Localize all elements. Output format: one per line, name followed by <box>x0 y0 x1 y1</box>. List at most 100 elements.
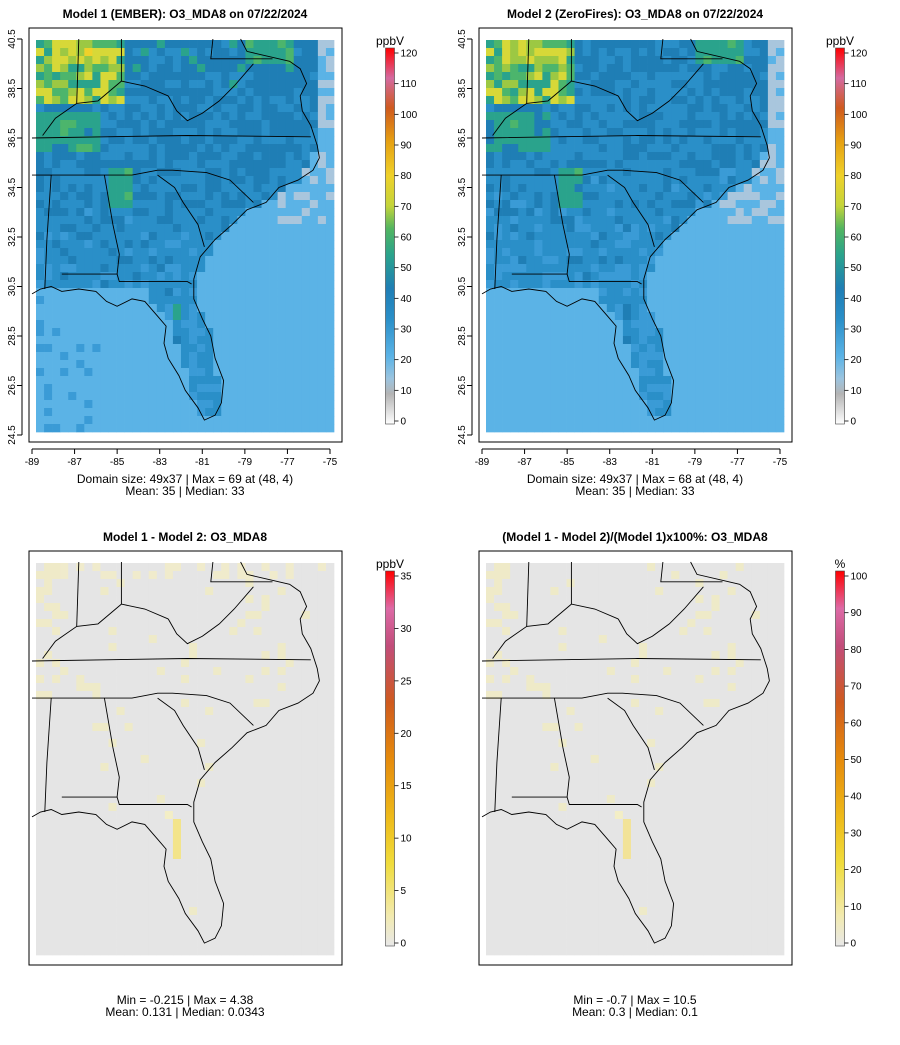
heatmap-cell <box>574 312 583 321</box>
heatmap-cell <box>767 192 777 201</box>
heatmap-cell <box>759 408 769 417</box>
heatmap-cell <box>172 376 182 385</box>
heatmap-cell <box>526 296 535 305</box>
heatmap-cell <box>510 40 519 49</box>
heatmap-cell <box>140 400 150 409</box>
heatmap-cell <box>245 595 254 604</box>
heatmap-cell <box>679 216 688 225</box>
heatmap-cell <box>550 384 559 393</box>
heatmap-cell <box>325 168 335 177</box>
heatmap-cell <box>140 360 150 369</box>
heatmap-cell <box>84 408 93 417</box>
heatmap-cell <box>68 168 77 177</box>
heatmap-cell <box>237 771 246 780</box>
heatmap-cell <box>84 280 93 289</box>
heatmap-cell <box>655 152 664 161</box>
heatmap-cell <box>606 136 616 145</box>
heatmap-cell <box>751 408 761 417</box>
heatmap-cell <box>671 80 680 89</box>
heatmap-cell <box>269 683 278 692</box>
heatmap-cell <box>261 200 270 209</box>
heatmap-cell <box>711 312 720 321</box>
heatmap-cell <box>301 272 311 281</box>
heatmap-cell <box>68 667 77 676</box>
heatmap-cell <box>237 320 246 329</box>
heatmap-cell <box>285 683 295 692</box>
heatmap-cell <box>679 160 688 169</box>
heatmap-cell <box>687 344 696 353</box>
heatmap-cell <box>60 803 69 812</box>
heatmap-cell <box>180 376 190 385</box>
heatmap-cell <box>542 200 551 209</box>
heatmap-cell <box>164 104 174 113</box>
heatmap-cell <box>124 619 133 628</box>
heatmap-cell <box>317 232 327 241</box>
heatmap-cell <box>317 312 327 321</box>
heatmap-cell <box>775 264 785 273</box>
heatmap-cell <box>566 312 575 321</box>
heatmap-cell <box>92 739 101 748</box>
heatmap-cell <box>293 224 303 233</box>
heatmap-cell <box>309 328 319 337</box>
heatmap-cell <box>172 304 182 313</box>
heatmap-cell <box>727 80 737 89</box>
heatmap-cell <box>526 288 535 297</box>
heatmap-cell <box>189 168 198 177</box>
heatmap-cell <box>213 88 222 97</box>
heatmap-cell <box>663 264 672 273</box>
heatmap-cell <box>301 755 311 764</box>
heatmap-cell <box>486 96 495 105</box>
heatmap-cell <box>566 64 575 73</box>
heatmap-cell <box>205 563 214 572</box>
heatmap-cell <box>52 803 61 812</box>
heatmap-cell <box>100 739 109 748</box>
heatmap-cell <box>84 731 93 740</box>
heatmap-cell <box>606 256 616 265</box>
heatmap-cell <box>76 168 85 177</box>
heatmap-cell <box>285 320 295 329</box>
heatmap-cell <box>711 216 720 225</box>
heatmap-cell <box>735 400 745 409</box>
heatmap-cell <box>574 208 583 217</box>
heatmap-cell <box>775 208 785 217</box>
heatmap-cell <box>60 96 69 105</box>
heatmap-cell <box>205 352 214 361</box>
heatmap-cell <box>550 152 559 161</box>
heatmap-cell <box>52 667 61 676</box>
heatmap-cell <box>245 827 254 836</box>
heatmap-cell <box>84 184 93 193</box>
heatmap-cell <box>630 152 640 161</box>
heatmap-cell <box>301 787 311 796</box>
heatmap-cell <box>76 763 85 772</box>
heatmap-cell <box>502 216 511 225</box>
heatmap-cell <box>197 144 206 153</box>
heatmap-cell <box>655 424 664 433</box>
heatmap-cell <box>293 819 303 828</box>
heatmap-cell <box>76 56 85 65</box>
heatmap-cell <box>639 352 648 361</box>
heatmap-cell <box>172 651 182 660</box>
heatmap-cell <box>325 88 335 97</box>
heatmap-cell <box>639 144 648 153</box>
heatmap-cell <box>108 160 117 169</box>
heatmap-cell <box>687 240 696 249</box>
heatmap-cell <box>108 683 117 692</box>
heatmap-cell <box>124 595 133 604</box>
heatmap-cell <box>148 579 158 588</box>
heatmap-cell <box>269 651 278 660</box>
heatmap-cell <box>719 176 728 185</box>
heatmap-cell <box>647 192 656 201</box>
heatmap-cell <box>703 56 712 65</box>
heatmap-cell <box>180 160 190 169</box>
heatmap-cell <box>180 48 190 57</box>
heatmap-cell <box>566 248 575 257</box>
heatmap-cell <box>309 691 319 700</box>
heatmap-cell <box>277 56 287 65</box>
heatmap-cell <box>164 667 174 676</box>
heatmap-cell <box>751 144 761 153</box>
heatmap-cell <box>285 336 295 345</box>
heatmap-cell <box>735 360 745 369</box>
heatmap-cell <box>92 144 101 153</box>
heatmap-cell <box>655 272 664 281</box>
heatmap-cell <box>502 272 511 281</box>
